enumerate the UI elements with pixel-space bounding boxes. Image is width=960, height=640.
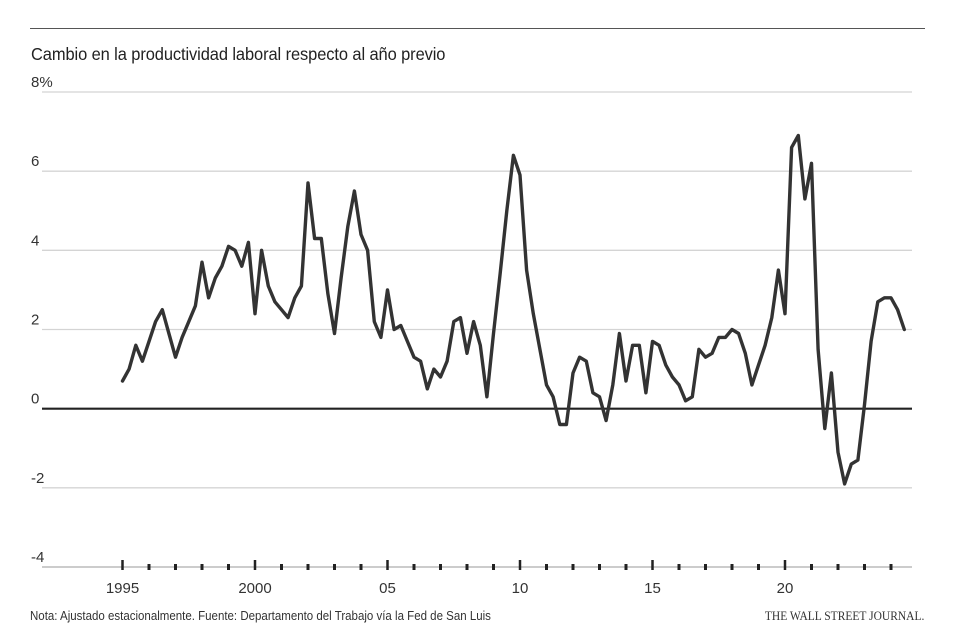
y-tick-label: 6 <box>31 153 39 170</box>
x-tick-label: 2000 <box>238 580 271 597</box>
y-tick-label: 0 <box>31 391 39 408</box>
y-tick-label: -4 <box>31 549 44 566</box>
x-tick-label: 15 <box>644 580 661 597</box>
y-tick-label: 2 <box>31 312 39 329</box>
y-tick-label: -2 <box>31 470 44 487</box>
x-tick-label: 20 <box>777 580 794 597</box>
x-tick-label: 1995 <box>106 580 139 597</box>
series-line <box>120 133 906 486</box>
y-tick-label: 4 <box>31 232 39 249</box>
x-tick-label: 10 <box>512 580 529 597</box>
x-axis-year-marks <box>121 560 893 570</box>
top-rule <box>30 28 925 29</box>
source-credit: THE WALL STREET JOURNAL. <box>764 609 924 623</box>
x-axis-ticks: 1995 2000 05 10 15 20 <box>106 580 794 597</box>
y-axis-ticks: 8% 6 4 2 0 -2 -4 <box>31 74 53 566</box>
y-tick-label: 8% <box>31 74 53 91</box>
x-tick-label: 05 <box>379 580 396 597</box>
chart-title: Cambio en la productividad laboral respe… <box>31 44 446 64</box>
footnote: Nota: Ajustado estacionalmente. Fuente: … <box>30 609 491 623</box>
